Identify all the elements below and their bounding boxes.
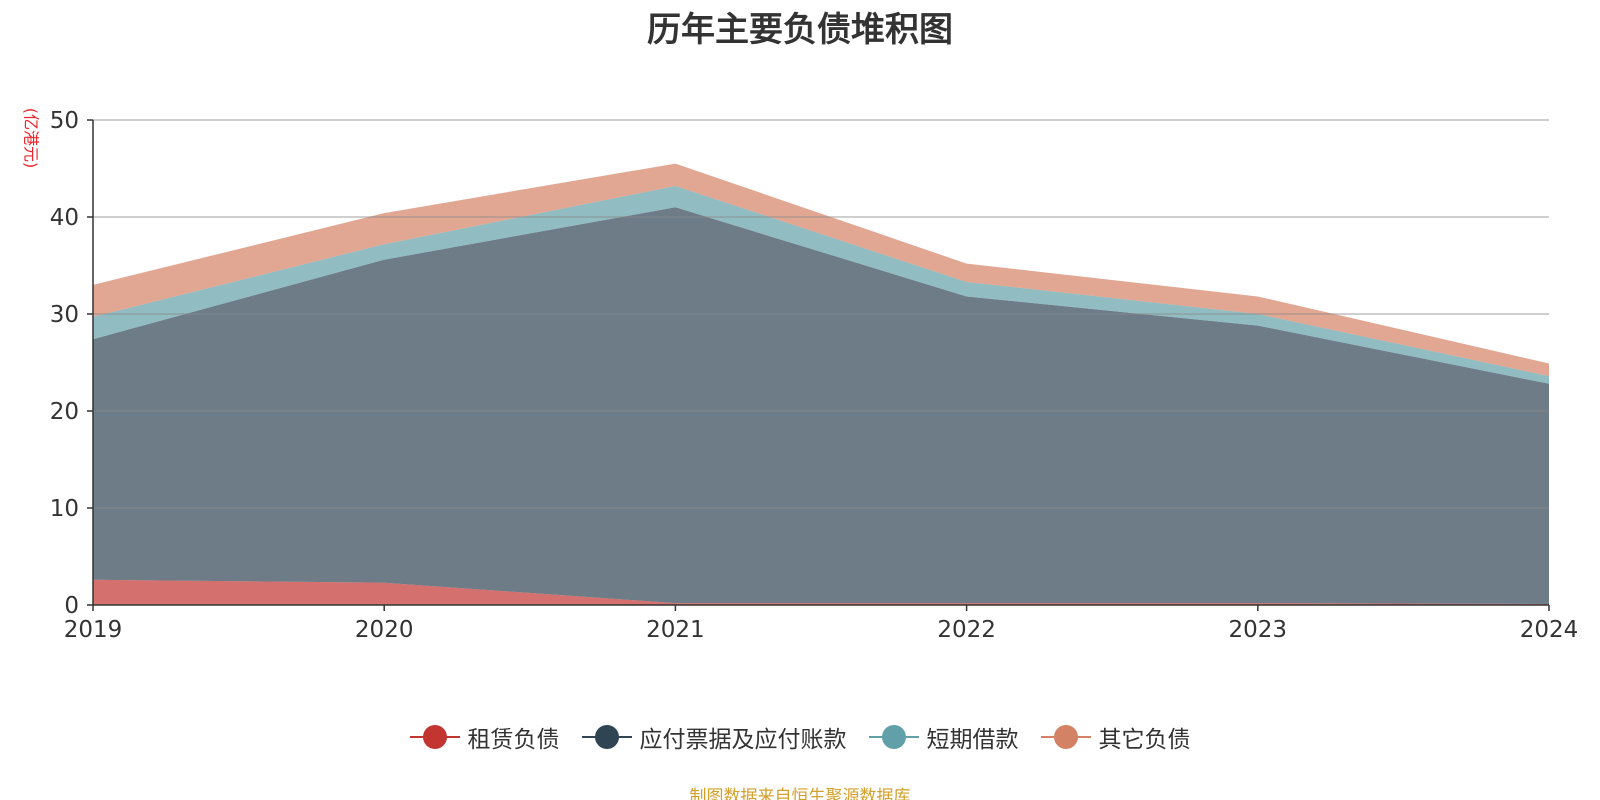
legend-marker-icon <box>868 725 919 749</box>
legend-item-0[interactable]: 租赁负债 <box>409 720 560 754</box>
legend: 租赁负债 应付票据及应付账款 短期借款 其它负债 <box>0 720 1600 754</box>
y-tick-label-4: 40 <box>50 205 79 231</box>
area-layer <box>93 163 1549 605</box>
legend-label: 应付票据及应付账款 <box>639 727 847 753</box>
x-tick-label-2: 2021 <box>646 617 705 643</box>
legend-item-2[interactable]: 短期借款 <box>868 720 1019 754</box>
area-series-0 <box>93 579 1549 605</box>
x-tick-label-1: 2020 <box>355 617 414 643</box>
legend-label: 租赁负债 <box>467 727 560 753</box>
y-axis-unit-label: (亿港元) <box>8 98 56 178</box>
legend-item-3[interactable]: 其它负债 <box>1040 720 1191 754</box>
x-tick-label-0: 2019 <box>64 617 123 643</box>
x-tick-label-5: 2024 <box>1520 617 1579 643</box>
legend-marker-icon <box>409 725 460 749</box>
legend-label: 其它负债 <box>1098 727 1191 753</box>
area-series-1 <box>93 207 1549 605</box>
legend-marker-icon <box>1040 725 1091 749</box>
y-tick-label-3: 30 <box>50 302 79 328</box>
area-series-2 <box>93 186 1549 384</box>
y-tick-label-0: 0 <box>64 593 79 619</box>
y-tick-label-5: 50 <box>50 108 79 134</box>
legend-marker-icon <box>581 725 632 749</box>
y-tick-label-1: 10 <box>50 496 79 522</box>
chart-title: 历年主要负债堆积图 <box>647 10 953 50</box>
legend-item-1[interactable]: 应付票据及应付账款 <box>581 720 847 754</box>
legend-label: 短期借款 <box>926 727 1019 753</box>
y-tick-label-2: 20 <box>50 399 79 425</box>
x-tick-label-3: 2022 <box>937 617 996 643</box>
x-tick-label-4: 2023 <box>1229 617 1288 643</box>
source-note: 制图数据来自恒生聚源数据库 <box>689 787 911 800</box>
grid-layer <box>93 119 1549 509</box>
y-axis-unit-text: (亿港元) <box>21 107 40 169</box>
axis-layer: 0 10 20 30 40 50 2019 2020 2021 2022 2023 2024 <box>50 108 1579 643</box>
